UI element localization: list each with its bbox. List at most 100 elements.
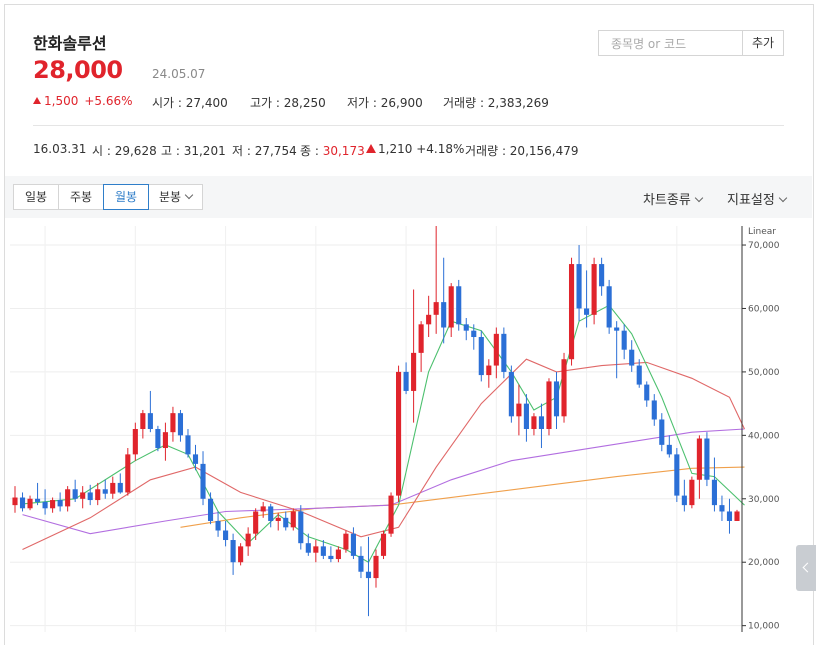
candle [57, 492, 63, 512]
candle [140, 409, 146, 439]
candle-body [200, 463, 206, 499]
candle [418, 321, 424, 372]
candle [531, 413, 537, 436]
candle [50, 497, 56, 513]
candle-body [591, 264, 597, 315]
volume-label: 거래량 [443, 96, 477, 110]
candle-body [666, 444, 672, 455]
current-price: 28,000 [33, 56, 123, 84]
candle [162, 422, 168, 461]
candle [35, 482, 41, 506]
candle [568, 257, 575, 366]
candle [155, 425, 161, 452]
divider [33, 125, 784, 126]
candle-body [531, 416, 537, 429]
indicator-settings-menu[interactable]: 지표설정 [727, 189, 788, 208]
add-button[interactable]: 추가 [742, 30, 784, 56]
candle [147, 390, 153, 433]
chart-type-menu[interactable]: 차트종류 [643, 189, 704, 208]
candle [396, 365, 402, 502]
tab-weekly[interactable]: 주봉 [58, 184, 104, 210]
candle [426, 295, 432, 338]
candle [441, 257, 447, 344]
candle-body [629, 349, 635, 366]
candle [636, 359, 642, 388]
candle-body [478, 337, 484, 376]
candle-body [388, 495, 394, 534]
candle-body [426, 314, 432, 325]
y-tick-label: 50,000 [748, 368, 780, 378]
candle [456, 279, 462, 331]
ma60-line [22, 428, 745, 535]
candle-body [396, 371, 402, 496]
candle-body [50, 500, 56, 509]
candle-body [523, 403, 529, 429]
tab-minute[interactable]: 분봉 [148, 184, 203, 210]
candle [523, 394, 529, 442]
ma120-line [180, 466, 745, 528]
candle [335, 546, 341, 563]
candle-body [298, 511, 304, 544]
candle-body [734, 511, 740, 521]
price-change: 1,500 +5.66% [33, 94, 139, 108]
candle [711, 457, 717, 512]
history-change-percent: +4.18% [416, 142, 465, 156]
candle-body [245, 533, 251, 547]
candle [448, 283, 454, 338]
candle-body [283, 517, 289, 528]
candle [42, 489, 48, 515]
candle [508, 365, 514, 423]
candle-body [441, 302, 447, 328]
candle [651, 394, 657, 426]
candle-body [253, 511, 259, 534]
chart-toolbar: 일봉 주봉 월봉 분봉 차트종류 지표설정 [5, 176, 812, 218]
candle-body [651, 400, 657, 420]
search-input[interactable] [609, 32, 743, 56]
candle [403, 362, 409, 395]
candle-body [433, 302, 439, 315]
history-close-label: 종 [300, 144, 312, 158]
side-panel-toggle[interactable] [796, 545, 816, 591]
candle-body [305, 543, 311, 553]
candle [614, 321, 620, 379]
candle [644, 381, 650, 407]
candle [659, 413, 665, 452]
candle [546, 378, 552, 436]
candle [245, 527, 251, 556]
chevron-left-icon [802, 562, 813, 573]
price-date: 24.05.07 [152, 67, 206, 81]
candle-body [147, 413, 153, 429]
candles [12, 226, 740, 617]
candle-body [80, 492, 86, 499]
candle-body [35, 498, 41, 502]
candle [388, 492, 394, 537]
candle-body [606, 286, 612, 328]
high-price: 고가 : 28,250 [250, 96, 326, 110]
candle [734, 509, 740, 521]
candle-body [207, 498, 214, 521]
candle [80, 486, 86, 509]
candle [674, 448, 680, 502]
candle [486, 359, 492, 388]
candle-body [117, 482, 123, 493]
candle [343, 530, 349, 553]
candle [125, 448, 131, 496]
candle-body [681, 495, 687, 506]
tab-monthly[interactable]: 월봉 [103, 184, 149, 210]
candle [516, 384, 522, 436]
candle-body [328, 555, 334, 560]
history-change-amount: 1,210 [378, 142, 413, 156]
up-arrow-icon [366, 144, 376, 153]
candle-body [418, 324, 424, 353]
candle [65, 486, 71, 512]
stock-name: 한화솔루션 [33, 34, 107, 53]
candle-body [659, 419, 665, 445]
candle-body [185, 435, 191, 455]
scale-label: Linear [748, 227, 776, 237]
candlestick-chart[interactable]: Linear 10,000 20,000 30,000 40,000 50,000 60,0… [0, 0, 817, 632]
candle-body [260, 506, 266, 512]
candle-body [162, 432, 168, 449]
candle [621, 324, 627, 360]
candle [170, 406, 176, 442]
ma20-line [22, 358, 745, 550]
